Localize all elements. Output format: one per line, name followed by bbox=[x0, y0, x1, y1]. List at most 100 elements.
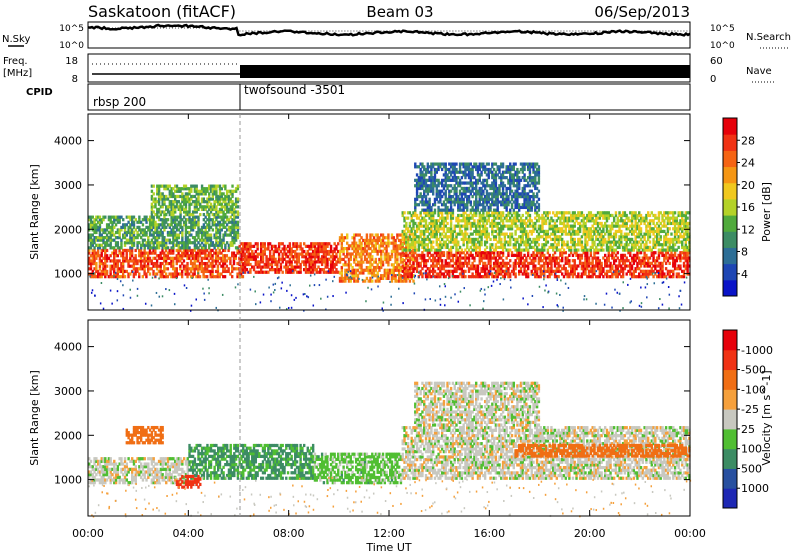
heatmap-cell bbox=[310, 255, 313, 259]
heatmap-cell bbox=[214, 251, 218, 255]
heatmap-cell bbox=[620, 240, 623, 244]
heatmap-cell bbox=[677, 256, 680, 260]
heatmap-cell bbox=[439, 251, 442, 255]
heatmap-cell bbox=[410, 257, 413, 262]
heatmap-cell bbox=[457, 224, 460, 228]
heatmap-cell bbox=[367, 241, 370, 245]
heatmap-cell bbox=[365, 241, 369, 245]
heatmap-cell bbox=[163, 228, 166, 232]
heatmap-cell bbox=[182, 254, 186, 258]
heatmap-cell bbox=[181, 200, 184, 204]
heatmap-cell bbox=[118, 230, 121, 235]
heatmap-cell bbox=[154, 238, 157, 242]
heatmap-cell bbox=[222, 275, 225, 279]
heatmap-cell bbox=[403, 275, 406, 279]
heatmap-cell bbox=[317, 257, 320, 261]
heatmap-cell bbox=[437, 251, 440, 255]
heatmap-cell bbox=[372, 271, 376, 275]
heatmap-cell bbox=[344, 276, 347, 280]
heatmap-cell bbox=[204, 248, 207, 253]
heatmap-cell bbox=[125, 269, 128, 274]
heatmap-cell bbox=[561, 221, 564, 226]
heatmap-cell bbox=[123, 243, 127, 247]
heatmap-cell bbox=[496, 232, 499, 236]
heatmap-cell bbox=[612, 232, 616, 236]
heatmap-cell bbox=[223, 267, 227, 271]
heatmap-cell bbox=[487, 269, 490, 273]
heatmap-cell bbox=[378, 238, 381, 243]
heatmap-cell bbox=[141, 259, 145, 263]
heatmap-cell bbox=[152, 236, 155, 240]
heatmap-cell bbox=[501, 261, 505, 265]
heatmap-cell bbox=[308, 244, 311, 248]
heatmap-cell bbox=[143, 230, 146, 235]
heatmap-cell bbox=[127, 238, 130, 242]
heatmap-cell bbox=[213, 220, 216, 224]
heatmap-cell bbox=[476, 272, 480, 276]
heatmap-cell bbox=[344, 255, 347, 259]
heatmap-cell bbox=[485, 232, 489, 236]
heatmap-cell bbox=[595, 275, 598, 279]
heatmap-cell bbox=[557, 237, 560, 242]
heatmap-cell bbox=[439, 211, 442, 215]
heatmap-cell bbox=[232, 267, 236, 271]
heatmap-cell bbox=[469, 240, 473, 244]
heatmap-cell bbox=[141, 233, 145, 237]
heatmap-cell bbox=[180, 256, 184, 260]
heatmap-cell bbox=[643, 269, 646, 273]
heatmap-cell bbox=[252, 255, 256, 259]
heatmap-cell bbox=[414, 235, 417, 239]
heatmap-cell bbox=[301, 247, 304, 251]
heatmap-cell bbox=[440, 267, 444, 271]
heatmap-cell bbox=[575, 216, 578, 220]
heatmap-cell bbox=[233, 215, 236, 219]
heatmap-cell bbox=[584, 269, 587, 273]
heatmap-cell bbox=[319, 249, 322, 254]
heatmap-cell bbox=[324, 247, 327, 251]
heatmap-cell bbox=[634, 243, 637, 247]
heatmap-cell bbox=[401, 232, 404, 236]
heatmap-cell bbox=[358, 263, 361, 267]
heatmap-cell bbox=[537, 256, 541, 260]
heatmap-cell bbox=[91, 251, 94, 255]
heatmap-cell bbox=[159, 228, 163, 232]
heatmap-cell bbox=[616, 219, 619, 223]
heatmap-cell bbox=[159, 241, 163, 245]
heatmap-cell bbox=[464, 216, 467, 220]
heatmap-cell bbox=[616, 269, 619, 273]
heatmap-cell bbox=[109, 243, 112, 247]
heatmap-cell bbox=[109, 230, 112, 235]
heatmap-cell bbox=[156, 212, 159, 217]
heatmap-cell bbox=[354, 271, 358, 275]
heatmap-cell bbox=[423, 259, 426, 263]
heatmap-cell bbox=[362, 238, 365, 243]
heatmap-cell bbox=[200, 259, 204, 263]
heatmap-cell bbox=[105, 238, 109, 242]
heatmap-cell bbox=[494, 235, 498, 239]
heatmap-cell bbox=[501, 245, 505, 250]
heatmap-cell bbox=[229, 256, 232, 260]
heatmap-cell bbox=[596, 221, 600, 226]
heatmap-cell bbox=[197, 264, 200, 268]
heatmap-cell bbox=[215, 192, 218, 196]
heatmap-cell bbox=[104, 261, 107, 266]
heatmap-cell bbox=[150, 261, 153, 266]
heatmap-cell bbox=[627, 248, 630, 252]
heatmap-cell bbox=[161, 261, 164, 266]
heatmap-cell bbox=[607, 264, 610, 268]
heatmap-cell bbox=[446, 243, 449, 247]
heatmap-cell bbox=[199, 230, 202, 235]
heatmap-cell bbox=[525, 211, 528, 215]
heatmap-cell bbox=[584, 267, 587, 271]
heatmap-cell bbox=[397, 246, 401, 251]
heatmap-cell bbox=[369, 233, 372, 237]
heatmap-cell bbox=[598, 232, 602, 236]
heatmap-cell bbox=[322, 242, 326, 246]
heatmap-cell bbox=[175, 261, 178, 266]
heatmap-cell bbox=[629, 272, 632, 276]
heatmap-cell bbox=[394, 274, 397, 278]
heatmap-cell bbox=[492, 235, 496, 239]
heatmap-cell bbox=[584, 232, 587, 236]
heatmap-cell bbox=[157, 189, 161, 193]
heatmap-cell bbox=[514, 224, 517, 228]
